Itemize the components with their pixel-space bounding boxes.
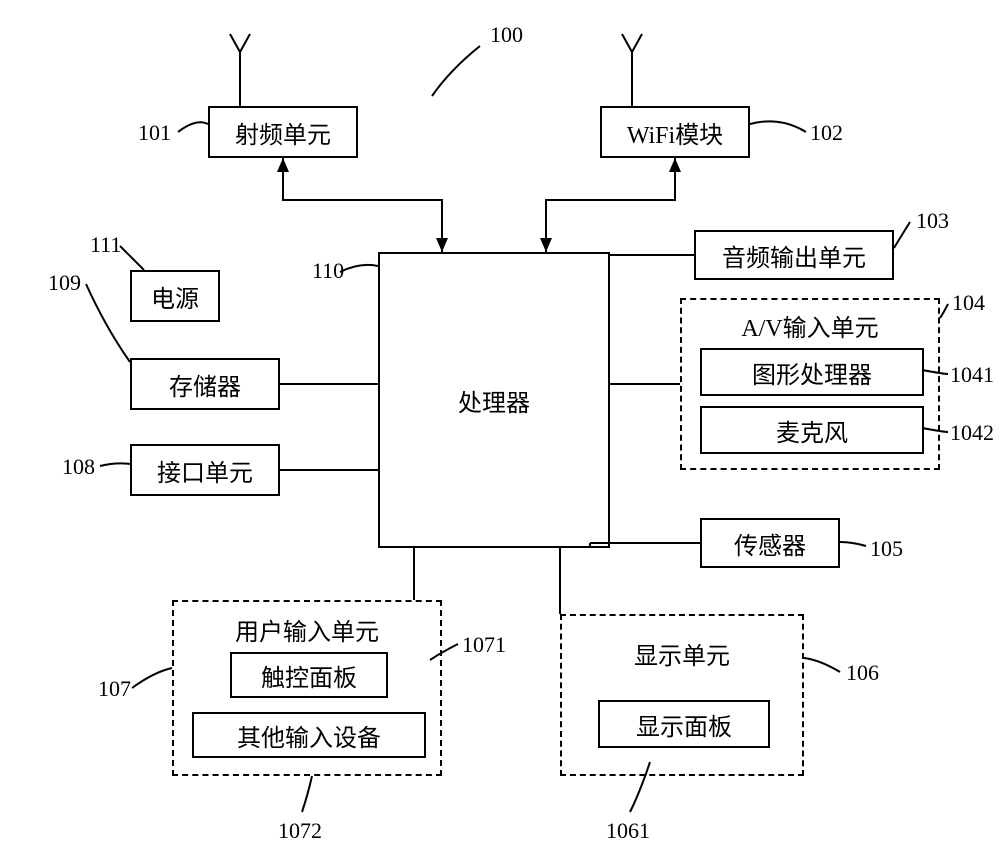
box-touch: 触控面板 [230,652,388,698]
ref-105: 105 [870,536,903,562]
ref-107: 107 [98,676,131,702]
box-audio: 音频输出单元 [694,230,894,280]
box-other: 其他输入设备 [192,712,426,758]
box-gpu: 图形处理器 [700,348,924,396]
box-other-label: 其他输入设备 [237,718,381,753]
diagram-canvas: 射频单元 WiFi模块处理器 电源存储器接口单元 音频输出单元传感器 A/V输入单元图形… [0,0,1000,848]
box-processor-label: 处理器 [458,383,530,418]
box-panel: 显示面板 [598,700,770,748]
ref-103: 103 [916,208,949,234]
group-av-title: A/V输入单元 [682,308,938,343]
group-display-title: 显示单元 [562,636,802,671]
box-rf-label: 射频单元 [235,115,331,150]
box-memory-label: 存储器 [169,367,241,402]
box-power: 电源 [130,270,220,322]
ref-106: 106 [846,660,879,686]
box-sensor: 传感器 [700,518,840,568]
box-panel-label: 显示面板 [636,707,732,742]
ref-101: 101 [138,120,171,146]
box-wifi: WiFi模块 [600,106,750,158]
ref-104: 104 [952,290,985,316]
group-user_input: 用户输入单元触控面板其他输入设备 [172,600,442,776]
ref-102: 102 [810,120,843,146]
ref-110: 110 [312,258,344,284]
box-gpu-label: 图形处理器 [752,355,872,390]
box-memory: 存储器 [130,358,280,410]
box-touch-label: 触控面板 [261,658,357,693]
box-sensor-label: 传感器 [734,526,806,561]
ref-1041: 1041 [950,362,994,388]
group-av: A/V输入单元图形处理器麦克风 [680,298,940,470]
box-mic: 麦克风 [700,406,924,454]
ref-1071: 1071 [462,632,506,658]
box-mic-label: 麦克风 [776,413,848,448]
ref-1072: 1072 [278,818,322,844]
ref-100: 100 [490,22,523,48]
box-processor: 处理器 [378,252,610,548]
ref-111: 111 [90,232,121,258]
box-audio-label: 音频输出单元 [722,238,866,273]
ref-1042: 1042 [950,420,994,446]
ref-109: 109 [48,270,81,296]
ref-108: 108 [62,454,95,480]
box-interface: 接口单元 [130,444,280,496]
box-wifi-label: WiFi模块 [627,115,723,150]
box-rf: 射频单元 [208,106,358,158]
group-display: 显示单元显示面板 [560,614,804,776]
ref-1061: 1061 [606,818,650,844]
box-interface-label: 接口单元 [157,453,253,488]
box-power-label: 电源 [151,279,199,314]
group-user_input-title: 用户输入单元 [174,612,440,647]
